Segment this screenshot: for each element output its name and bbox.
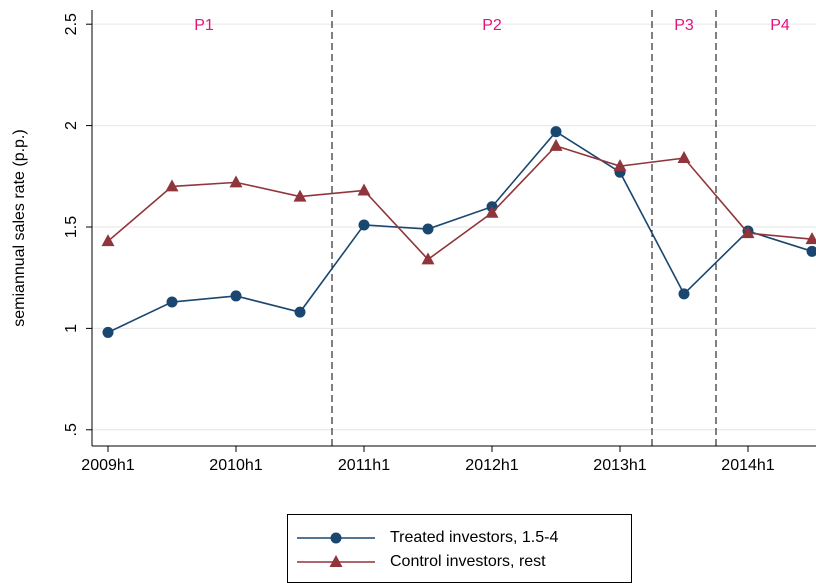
point [613,159,627,172]
x-tick-label: 2013h1 [593,457,646,474]
point [549,138,563,151]
legend-marker [329,555,343,567]
x-tick-label: 2010h1 [209,457,262,474]
y-axis-title: semiannual sales rate (p.p.) [11,129,28,326]
x-tick-label: 2014h1 [721,457,774,474]
legend-label: Control investors, rest [390,553,546,570]
point [677,151,691,164]
point [102,326,114,338]
point [357,183,371,196]
point [806,245,816,257]
period-label: P1 [194,17,214,34]
legend-label: Treated investors, 1.5-4 [390,529,558,546]
period-label: P4 [770,17,790,34]
point [678,288,690,300]
series-line [107,130,813,334]
point [230,290,242,302]
y-tick-label: 2.5 [63,13,80,35]
legend-box [287,514,632,583]
point [805,232,816,245]
point [741,226,755,239]
point [293,189,307,202]
point [550,126,562,138]
y-tick-label: .5 [63,423,80,436]
x-tick-label: 2012h1 [465,457,518,474]
y-tick-label: 2 [63,121,80,130]
y-tick-label: 1 [63,324,80,333]
point [422,223,434,235]
y-tick-label: 1.5 [63,216,80,238]
period-label: P3 [674,17,694,34]
point [294,306,306,318]
point [101,234,115,247]
period-label: P2 [482,17,502,34]
legend-marker [330,532,342,544]
point [358,219,370,231]
point [229,175,243,188]
point [485,205,499,218]
x-tick-label: 2009h1 [81,457,134,474]
point [421,252,435,265]
point [166,296,178,308]
series-line [107,144,813,261]
x-tick-label: 2011h1 [338,457,390,474]
point [165,179,179,192]
